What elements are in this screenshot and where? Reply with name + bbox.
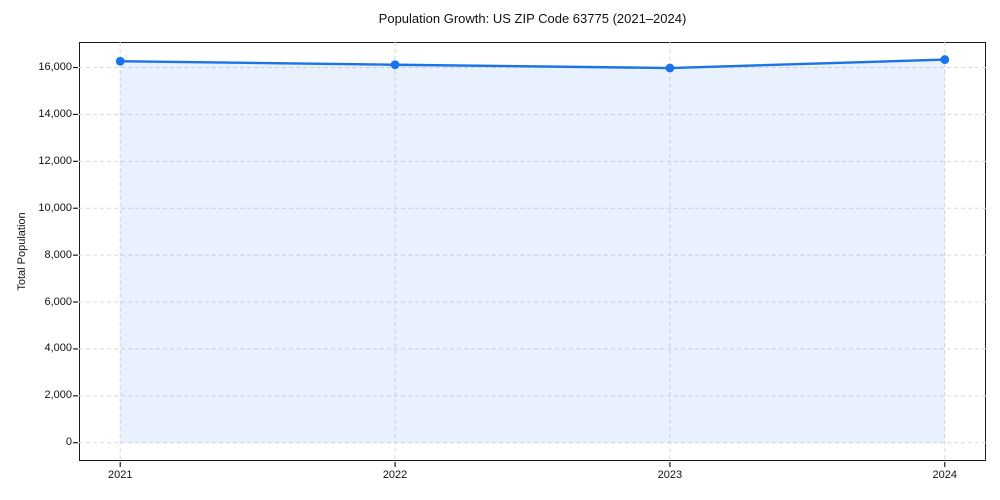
data-line bbox=[119, 58, 946, 70]
data-point bbox=[665, 63, 675, 73]
x-tick-label: 2021 bbox=[107, 469, 133, 481]
y-tick-label: 14,000 bbox=[38, 107, 72, 120]
x-tick-label: 2022 bbox=[382, 469, 408, 481]
y-tick-label: 16,000 bbox=[38, 61, 72, 74]
y-tick-label: 0 bbox=[65, 436, 72, 449]
x-tick-label: 2023 bbox=[657, 469, 683, 481]
y-tick-label: 6,000 bbox=[44, 295, 72, 308]
x-tick-label: 2024 bbox=[932, 469, 957, 481]
plot-area-border bbox=[79, 42, 986, 461]
area-fill bbox=[120, 59, 945, 443]
chart-title: Population Growth: US ZIP Code 63775 (20… bbox=[378, 11, 687, 26]
y-tick-label: 10,000 bbox=[38, 201, 72, 214]
y-tick-label: 12,000 bbox=[38, 154, 72, 167]
y-tick-label: 8,000 bbox=[44, 248, 72, 261]
data-point bbox=[115, 56, 125, 66]
y-tick-label: 4,000 bbox=[44, 342, 72, 355]
data-point bbox=[940, 55, 950, 64]
data-point bbox=[390, 60, 400, 70]
y-tick-label: 2,000 bbox=[44, 389, 72, 402]
plot-area bbox=[73, 42, 986, 467]
